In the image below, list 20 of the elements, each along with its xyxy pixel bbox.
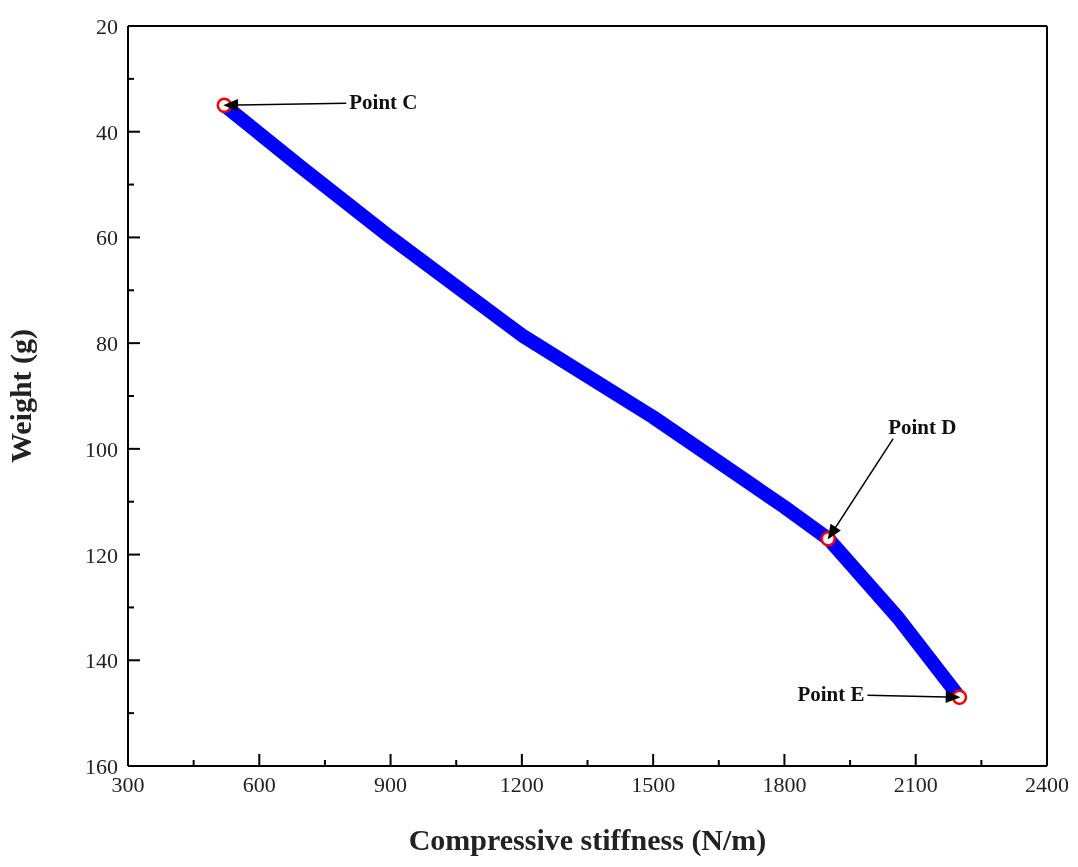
x-axis-title: Compressive stiffness (N/m) — [408, 823, 767, 857]
x-tick-label: 1500 — [631, 772, 676, 797]
y-tick-label: 100 — [85, 436, 118, 462]
x-tick-label: 600 — [242, 772, 276, 797]
y-tick-label: 120 — [85, 542, 118, 568]
x-tick-label: 2400 — [1025, 772, 1069, 797]
y-tick-label: 140 — [85, 648, 118, 674]
y-tick-label: 20 — [96, 14, 118, 39]
annotation: Point C — [349, 90, 418, 115]
annotation: Point D — [888, 414, 957, 439]
y-tick-label: 80 — [96, 331, 118, 357]
annotation: Point E — [797, 682, 865, 707]
x-tick-label: 1800 — [762, 772, 807, 797]
y-tick-label: 60 — [96, 225, 118, 251]
y-tick-label: 40 — [96, 119, 118, 145]
y-axis-title: Weight (g) — [3, 328, 38, 464]
x-tick-label: 1200 — [499, 772, 544, 797]
x-tick-label: 900 — [374, 772, 408, 797]
y-tick-label: 160 — [85, 754, 118, 779]
x-tick-label: 2100 — [893, 772, 938, 797]
